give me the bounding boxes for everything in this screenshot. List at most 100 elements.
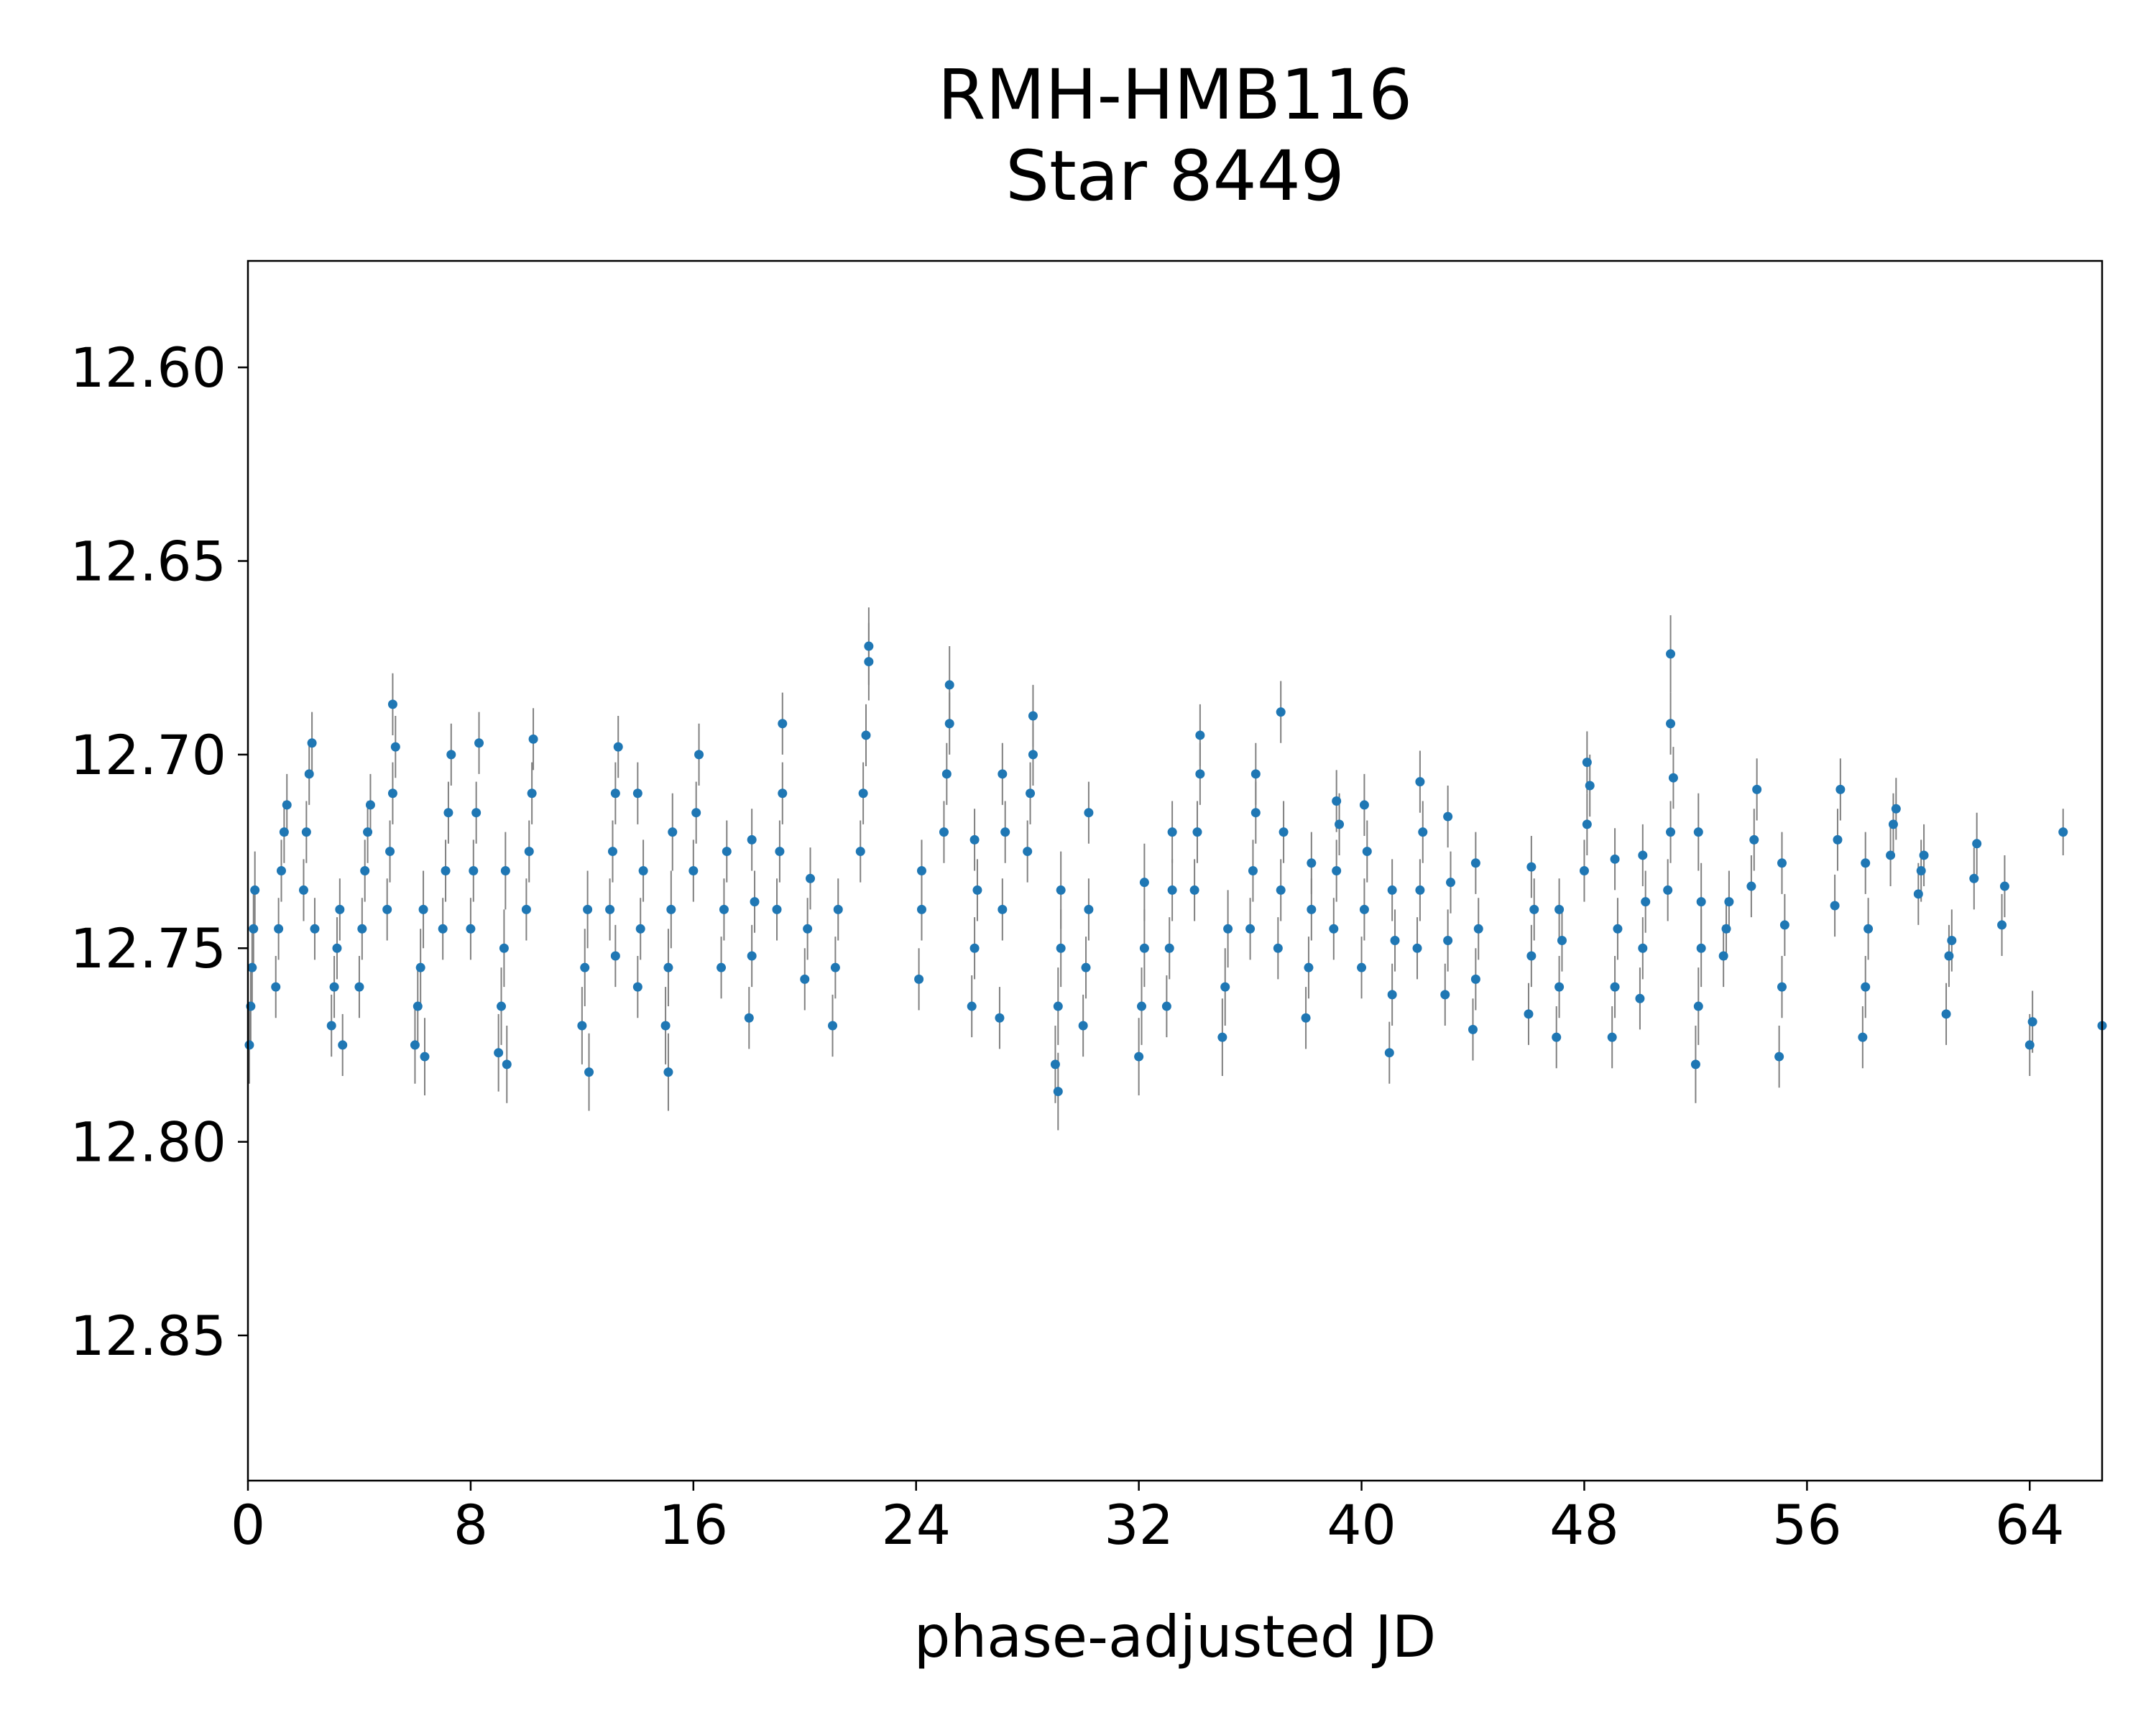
x-tick-label: 64 <box>1995 1493 2065 1557</box>
data-point <box>1613 924 1623 934</box>
y-axis: 12.60 12.65 12.70 12.75 12.80 12.85 <box>70 336 248 1368</box>
data-point <box>2024 1040 2035 1050</box>
data-point <box>722 847 732 857</box>
data-point <box>1858 1032 1868 1042</box>
data-point <box>1195 769 1205 779</box>
data-point <box>1301 1013 1311 1023</box>
y-tick-label: 12.65 <box>70 530 226 594</box>
data-point <box>276 866 286 875</box>
data-point <box>2027 1017 2037 1027</box>
data-point <box>1139 943 1149 953</box>
data-point <box>363 827 373 837</box>
data-point <box>861 730 871 740</box>
data-point <box>247 962 257 972</box>
data-point <box>1279 827 1289 837</box>
data-point <box>1668 773 1678 783</box>
data-point <box>1307 858 1317 868</box>
data-point <box>271 982 281 992</box>
data-point <box>688 866 699 875</box>
data-point <box>1610 982 1620 992</box>
data-point <box>858 788 868 799</box>
data-point <box>1418 827 1428 837</box>
data-point <box>335 904 345 914</box>
data-point <box>494 1048 504 1058</box>
data-point <box>1026 788 1036 799</box>
x-axis-label: phase-adjusted JD <box>914 1604 1437 1670</box>
data-point <box>605 904 615 914</box>
data-point <box>1585 781 1595 791</box>
data-point <box>1137 1001 1147 1011</box>
data-point <box>635 924 645 934</box>
data-point <box>1384 1048 1394 1058</box>
data-point <box>806 873 816 883</box>
data-point <box>1746 881 1756 891</box>
data-point <box>772 904 782 914</box>
data-point <box>1721 924 1731 934</box>
data-point <box>1554 904 1565 914</box>
data-point <box>387 699 397 709</box>
data-point <box>833 904 843 914</box>
data-point <box>941 769 952 779</box>
data-point <box>329 982 339 992</box>
data-point <box>524 847 534 857</box>
data-point <box>521 904 531 914</box>
data-point <box>1050 1059 1060 1070</box>
data-point <box>382 904 392 914</box>
data-point <box>1666 719 1676 729</box>
data-point <box>583 904 593 914</box>
data-point <box>1307 904 1317 914</box>
data-point <box>410 1040 420 1050</box>
data-point <box>1524 1009 1534 1019</box>
y-tick-label: 12.80 <box>70 1110 226 1174</box>
data-point <box>1139 878 1149 888</box>
data-point <box>354 982 364 992</box>
data-point <box>717 962 727 972</box>
chart-title-line-2: Star 8449 <box>1005 136 1345 216</box>
data-point <box>668 827 678 837</box>
data-point <box>1440 990 1450 1000</box>
y-tick-label: 12.75 <box>70 916 226 980</box>
data-point <box>1217 1032 1227 1042</box>
x-axis: 0 8 16 24 32 40 48 56 64 <box>231 1481 2065 1557</box>
data-point <box>1084 808 1094 818</box>
data-point <box>1886 850 1896 860</box>
data-point <box>1777 858 1787 868</box>
data-point <box>1335 819 1345 829</box>
data-point <box>1248 866 1258 875</box>
y-tick-label: 12.85 <box>70 1304 226 1368</box>
data-point <box>1752 784 1762 794</box>
data-point <box>499 943 509 953</box>
data-point <box>1028 711 1038 721</box>
data-point <box>1028 750 1038 760</box>
data-point <box>446 750 456 760</box>
data-point <box>939 827 949 837</box>
data-point <box>274 924 284 934</box>
data-point <box>1362 847 1372 857</box>
data-point <box>969 943 980 953</box>
data-point <box>1023 847 1033 857</box>
data-point <box>864 641 874 651</box>
data-point <box>441 866 451 875</box>
data-point <box>1000 827 1010 837</box>
data-point <box>864 657 874 667</box>
data-point <box>778 719 788 729</box>
data-point <box>744 1013 754 1023</box>
data-point <box>1774 1052 1784 1062</box>
x-tick-label: 0 <box>231 1493 265 1557</box>
data-point <box>638 866 648 875</box>
x-tick-label: 32 <box>1104 1493 1174 1557</box>
data-point <box>1582 758 1592 768</box>
data-point <box>1084 904 1094 914</box>
data-point <box>1666 827 1676 837</box>
data-point <box>1864 924 1874 934</box>
data-point <box>1835 784 1846 794</box>
data-point <box>301 827 311 837</box>
data-point <box>800 974 810 984</box>
x-tick-label: 16 <box>658 1493 728 1557</box>
data-point <box>385 847 395 857</box>
x-tick-label: 56 <box>1772 1493 1842 1557</box>
data-point <box>1056 943 1066 953</box>
data-point <box>1638 943 1648 953</box>
data-point <box>1446 878 1456 888</box>
data-point <box>307 738 317 748</box>
